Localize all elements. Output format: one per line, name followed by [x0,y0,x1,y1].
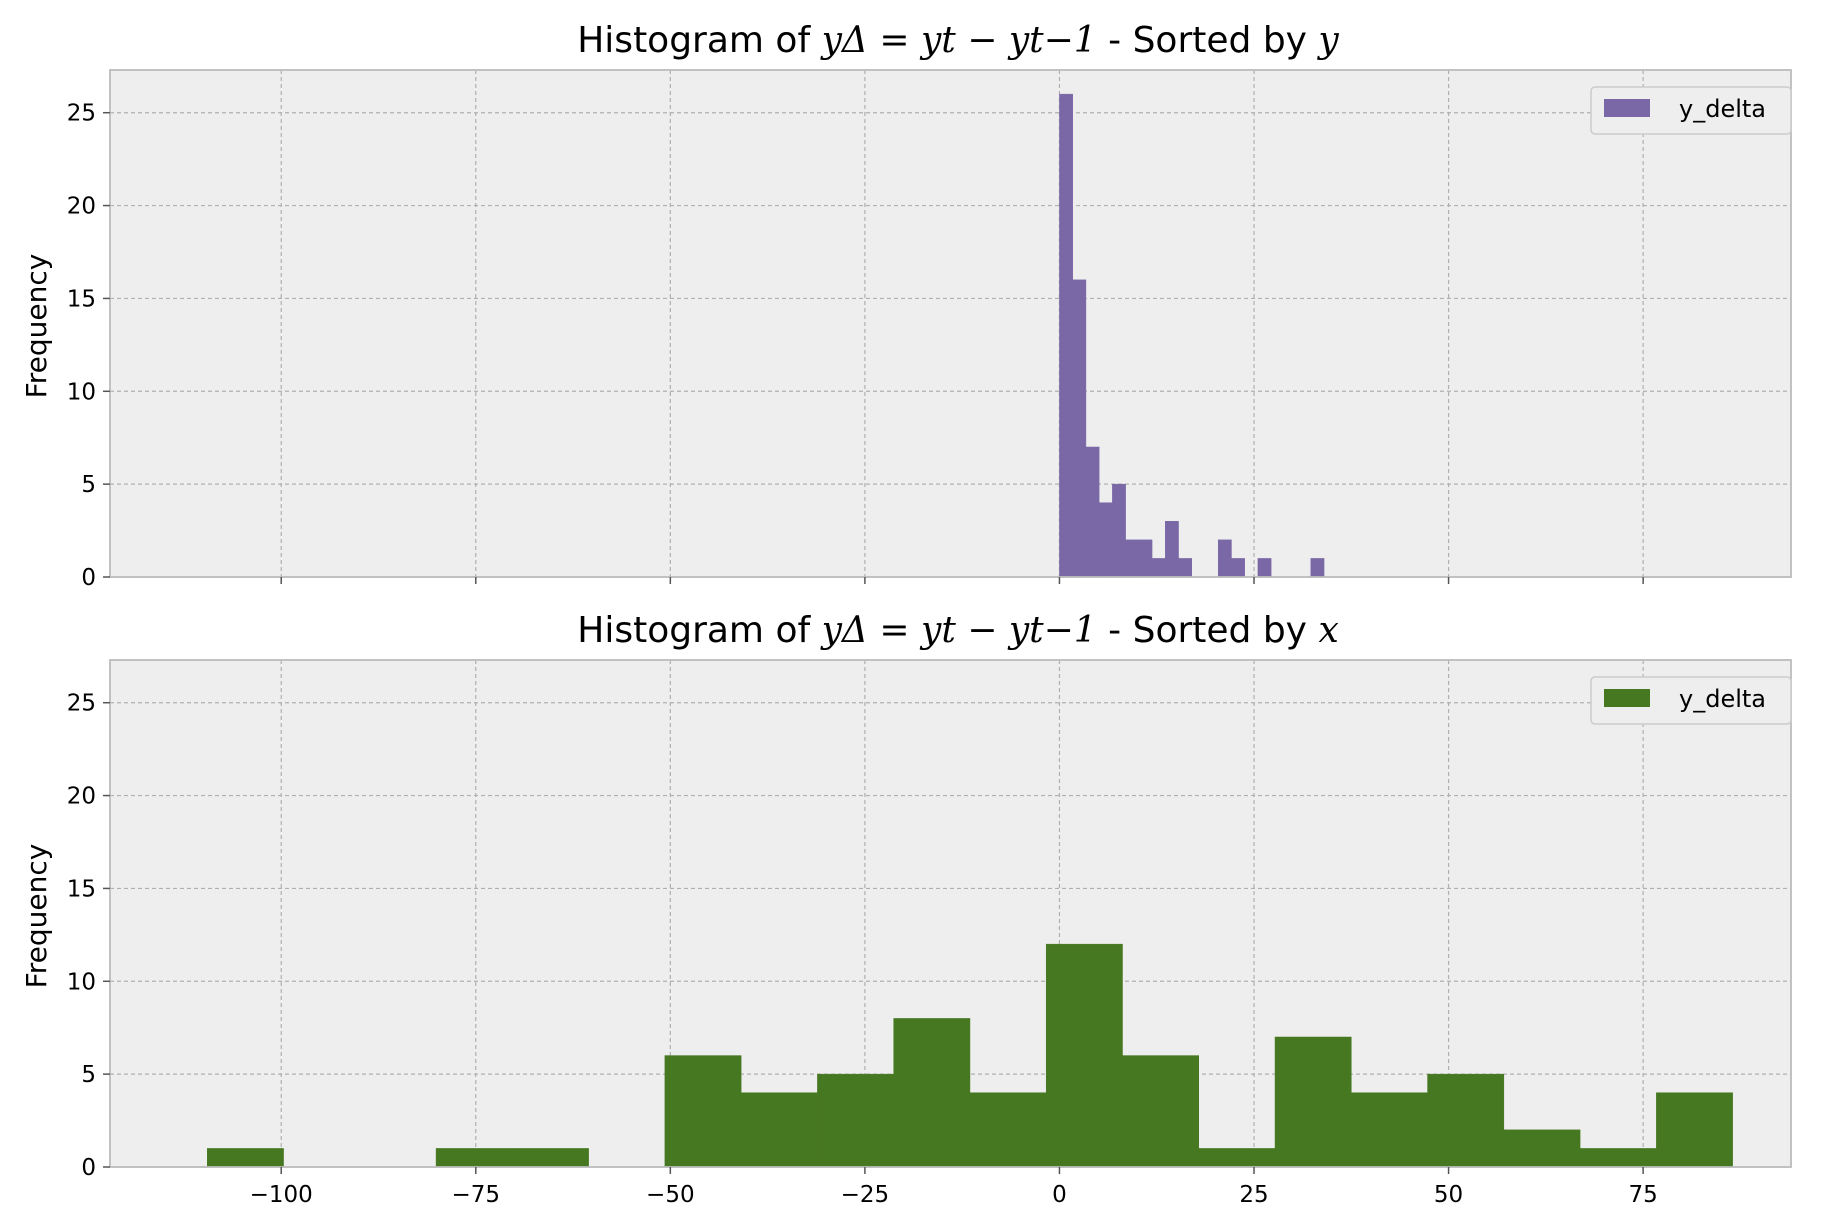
bottom-y-axis-label: Frequency [20,844,53,989]
bottom-legend: y_delta [1590,676,1792,725]
bottom-histogram-bar [893,1018,971,1168]
top-histogram-panel: Histogram of yΔ = yt − yt−1 - Sorted by … [20,20,1792,591]
top-ytick-label: 20 [67,194,96,220]
top-y-axis-label: Frequency [20,254,53,399]
bottom-ytick-label: 20 [67,784,96,810]
bottom-ytick-label: 10 [67,969,96,995]
bottom-ytick-label: 5 [81,1062,96,1088]
top-histogram-bar [1151,558,1166,578]
bottom-chart-title: Histogram of yΔ = yt − yt−1 - Sorted by … [577,610,1339,651]
bottom-xtick-label: −50 [646,1182,695,1208]
top-ytick-label: 25 [67,101,96,127]
bottom-histogram-bar [1351,1092,1428,1168]
bottom-xtick-label: 50 [1434,1182,1463,1208]
top-title-sorted-by: y [1316,20,1339,61]
top-plot-area [110,70,1791,577]
bottom-title-math: yΔ = yt − yt−1 [820,610,1097,651]
top-title-prefix: Histogram of [577,20,821,61]
bottom-histogram-bar [664,1055,742,1168]
top-histogram-bar [1085,446,1100,578]
bottom-xtick-label: −100 [250,1182,313,1208]
top-chart-title: Histogram of yΔ = yt − yt−1 - Sorted by … [577,20,1339,61]
top-ytick-label: 15 [67,286,96,312]
bottom-axes: 0 5 10 15 20 25 −100 −75 −50 −25 0 25 50 75 [67,659,1792,1208]
bottom-ytick-label: 25 [67,691,96,717]
top-axes: 0 5 10 15 20 25 [67,69,1792,591]
bottom-histogram-bar [1427,1073,1505,1168]
bottom-xtick-label: −75 [451,1182,500,1208]
bottom-histogram-bar [1045,943,1123,1168]
top-title-suffix: - Sorted by [1097,20,1319,61]
top-histogram-bar [1072,279,1087,578]
top-histogram-bar [1178,558,1193,578]
bottom-histogram-bar [1503,1129,1581,1168]
bottom-title-sorted-by: x [1318,610,1338,651]
top-histogram-bar [1217,539,1232,578]
top-title-math: yΔ = yt − yt−1 [820,20,1097,61]
bottom-xtick-label: 25 [1239,1182,1268,1208]
bottom-legend-box [1590,676,1792,725]
top-axes-background [110,70,1791,577]
top-legend: y_delta [1590,86,1792,135]
bottom-histogram-bar [1656,1092,1733,1168]
bottom-xtick-label: 75 [1628,1182,1657,1208]
top-ytick-label: 5 [81,472,96,498]
bottom-ytick-label: 0 [81,1155,96,1181]
top-histogram-bar [1125,539,1140,578]
top-axes-frame [109,69,1792,578]
bottom-xtick-label: −25 [841,1182,890,1208]
bottom-histogram-bar [1579,1148,1657,1168]
bottom-histogram-bar [1122,1055,1200,1168]
bottom-axes-frame [109,659,1792,1168]
top-histogram-bar [1165,521,1179,578]
top-histogram-bar [1059,93,1073,578]
top-histogram-bar [1098,502,1113,578]
bottom-bars [207,943,1733,1168]
bottom-xtick-label: 0 [1052,1182,1067,1208]
bottom-histogram-panel: Histogram of yΔ = yt − yt−1 - Sorted by … [20,610,1792,1208]
top-histogram-bar [1231,558,1245,578]
top-legend-label: y_delta [1679,95,1766,123]
top-histogram-bar [1138,539,1153,578]
bottom-histogram-bar [969,1092,1047,1168]
top-legend-box [1590,86,1792,135]
bottom-histogram-bar [740,1092,818,1168]
top-histogram-bar [1257,558,1272,578]
bottom-title-suffix: - Sorted by [1097,610,1319,651]
bottom-histogram-bar [1198,1148,1276,1168]
top-legend-swatch [1604,99,1650,117]
top-ytick-label: 0 [81,565,96,591]
bottom-histogram-bar [817,1073,894,1168]
bottom-title-prefix: Histogram of [577,610,821,651]
bottom-histogram-bar [435,1148,513,1168]
bottom-legend-label: y_delta [1679,685,1766,713]
top-ytick-label: 10 [67,379,96,405]
bottom-ytick-label: 15 [67,876,96,902]
bottom-histogram-bar [207,1148,284,1168]
bottom-histogram-bar [512,1148,589,1168]
bottom-histogram-bar [1274,1036,1352,1168]
top-histogram-bar [1310,558,1325,578]
bottom-legend-swatch [1604,689,1650,707]
top-histogram-bar [1112,483,1126,578]
